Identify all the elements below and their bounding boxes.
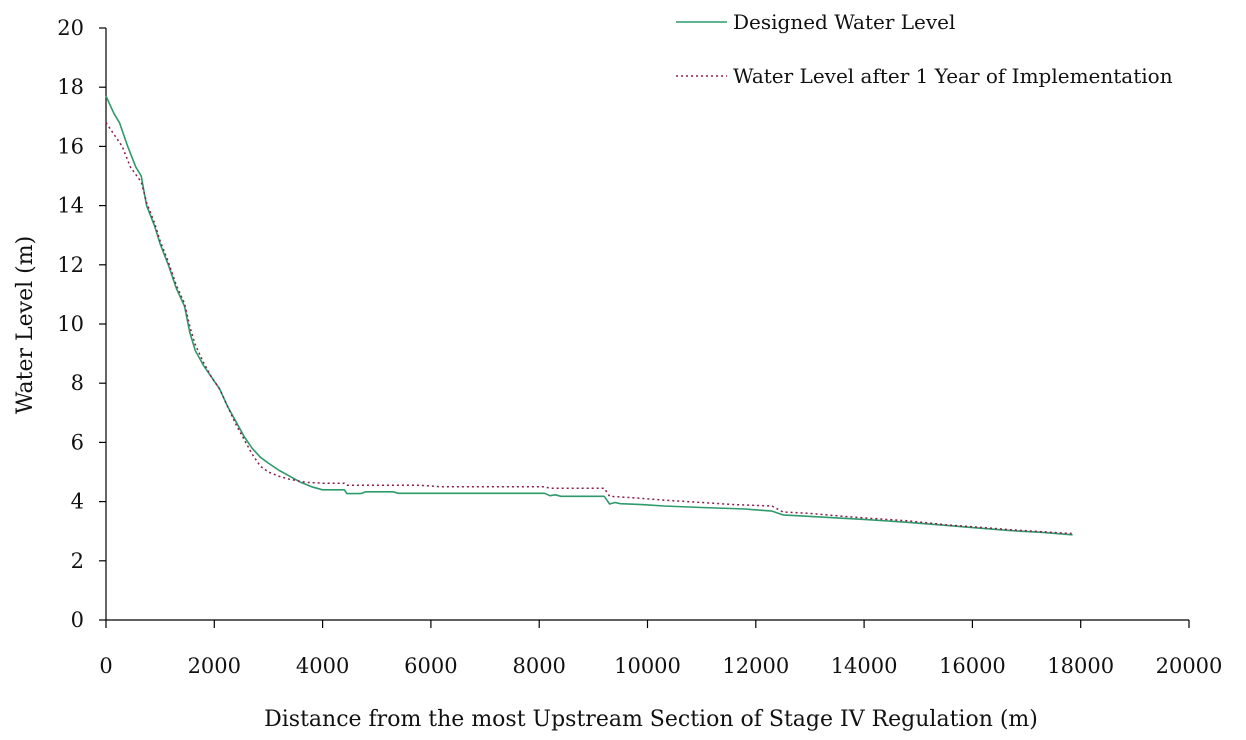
y-tick-label: 0: [71, 608, 84, 632]
y-axis-title: Water Level (m): [13, 236, 38, 414]
x-tick-label: 16000: [939, 654, 1006, 678]
legend-label-2: Water Level after 1 Year of Implementati…: [733, 64, 1173, 88]
x-tick-label: 6000: [404, 654, 457, 678]
x-tick-label: 0: [99, 654, 112, 678]
axes: 0 2 4 6 8 10 12 14 16 18 20 0 2000 4000 6000 8000 10000 1…: [57, 16, 1222, 678]
x-tick-label: 4000: [296, 654, 349, 678]
x-tick-label: 14000: [831, 654, 898, 678]
y-tick-label: 12: [57, 253, 84, 277]
y-tick-label: 8: [71, 371, 84, 395]
x-tick-label: 20000: [1156, 654, 1223, 678]
y-tick-label: 2: [71, 549, 84, 573]
series-layer: [105, 95, 1073, 536]
y-tick-label: 10: [57, 312, 84, 336]
y-tick-label: 16: [57, 134, 84, 158]
series-line-2: [105, 122, 1073, 535]
legend: Designed Water Level Water Level after 1 …: [676, 10, 1173, 88]
x-tick-label: 2000: [188, 654, 241, 678]
x-tick-label: 18000: [1047, 654, 1114, 678]
x-tick-label: 8000: [512, 654, 565, 678]
y-tick-label: 4: [71, 490, 84, 514]
y-tick-label: 20: [57, 16, 84, 40]
x-axis-title: Distance from the most Upstream Section …: [264, 707, 1038, 732]
y-tick-label: 18: [57, 75, 84, 99]
y-tick-label: 14: [57, 194, 84, 218]
series-line-1: [105, 95, 1073, 536]
x-tick-label: 12000: [722, 654, 789, 678]
y-tick-label: 6: [71, 430, 84, 454]
legend-label-1: Designed Water Level: [733, 10, 955, 34]
x-tick-label: 10000: [614, 654, 681, 678]
